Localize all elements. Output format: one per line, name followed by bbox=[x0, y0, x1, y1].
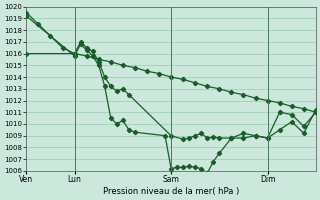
X-axis label: Pression niveau de la mer( hPa ): Pression niveau de la mer( hPa ) bbox=[103, 187, 239, 196]
